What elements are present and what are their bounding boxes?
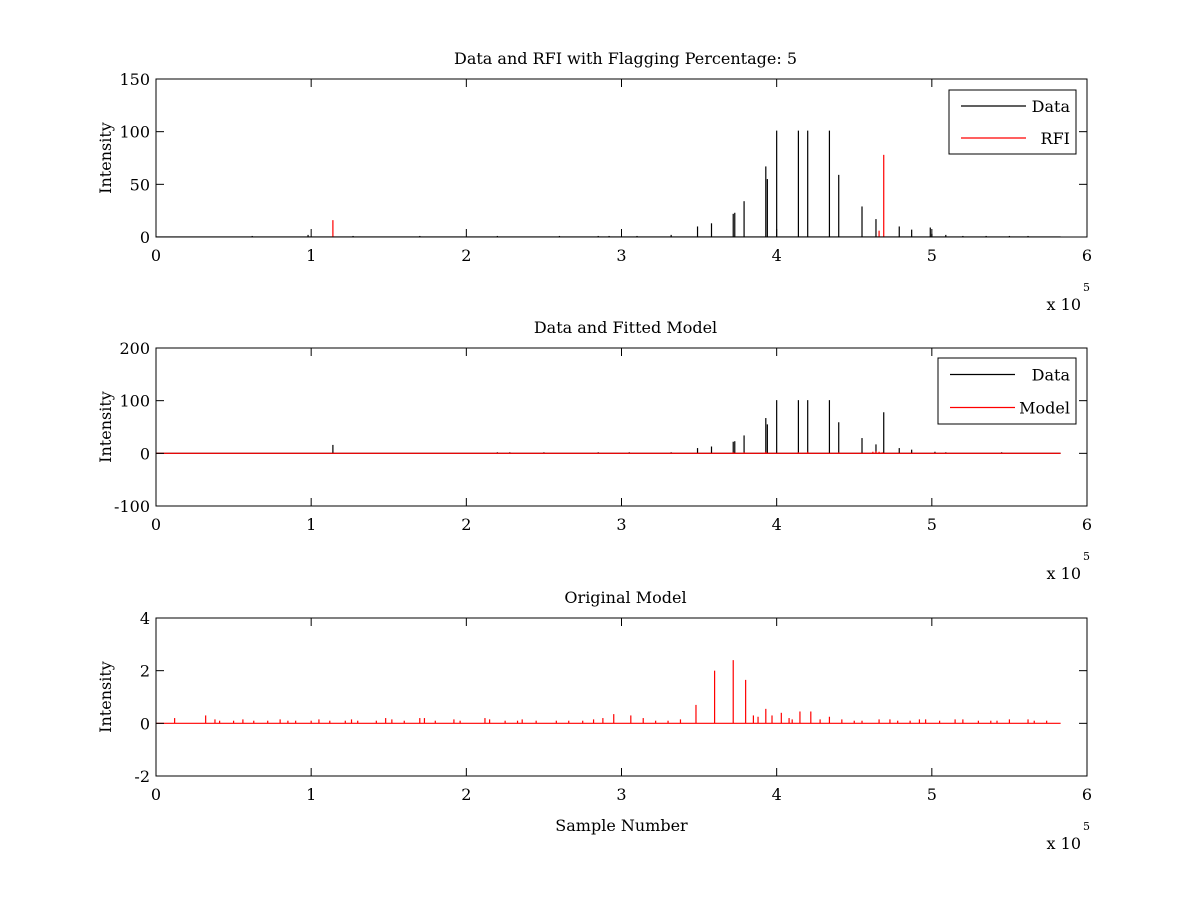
chart-title: Data and RFI with Flagging Percentage: 5 — [454, 49, 797, 68]
series-group — [156, 130, 1061, 237]
legend-box — [937, 357, 1077, 425]
x-tick-label: 6 — [1082, 515, 1092, 534]
legend: Data Model — [937, 357, 1077, 425]
y-tick-label: 100 — [119, 123, 150, 142]
y-tick-label: 150 — [119, 70, 150, 89]
series-group — [156, 400, 1061, 454]
x-tick-label: 5 — [927, 515, 937, 534]
x-tick-label: 4 — [772, 246, 782, 265]
x-tick-label: 4 — [772, 785, 782, 804]
x-tick-label: 0 — [151, 246, 161, 265]
legend: Data RFI — [948, 89, 1077, 155]
chart-title: Original Model — [564, 588, 686, 607]
x-multiplier-label: x 10 — [1047, 295, 1081, 314]
x-multiplier-exponent: 5 — [1083, 550, 1090, 563]
y-axis-label: Intensity — [96, 122, 115, 194]
x-tick-label: 1 — [306, 515, 316, 534]
legend-box — [948, 89, 1077, 155]
x-multiplier-exponent: 5 — [1083, 281, 1090, 294]
x-multiplier-label: x 10 — [1047, 834, 1081, 853]
x-tick-label: 6 — [1082, 246, 1092, 265]
x-tick-label: 0 — [151, 785, 161, 804]
y-tick-label: 2 — [140, 662, 150, 681]
y-tick-label: -100 — [114, 497, 150, 516]
y-tick-label: 4 — [140, 609, 150, 628]
x-tick-label: 2 — [461, 246, 471, 265]
x-axis-label: Sample Number — [555, 816, 688, 835]
panel-rfi: 0 1 2 3 4 5 6 0 50 100 150 Data and RFI with Flaggi… — [96, 49, 1092, 314]
y-tick-label: 0 — [140, 444, 150, 463]
plot-area — [156, 618, 1087, 776]
y-axis-label: Intensity — [96, 661, 115, 733]
y-tick-label: -2 — [134, 767, 150, 786]
x-tick-label: 3 — [616, 785, 626, 804]
x-tick-label: 1 — [306, 785, 316, 804]
plot-area — [156, 348, 1087, 506]
y-tick-label: 200 — [119, 339, 150, 358]
x-tick-label: 1 — [306, 246, 316, 265]
legend-label: Data — [1032, 97, 1071, 116]
x-multiplier-exponent: 5 — [1083, 820, 1090, 833]
y-tick-label: 100 — [119, 392, 150, 411]
series-group — [156, 660, 1061, 724]
x-tick-label: 6 — [1082, 785, 1092, 804]
chart-title: Data and Fitted Model — [534, 318, 717, 337]
plot-area — [156, 79, 1087, 237]
x-tick-label: 0 — [151, 515, 161, 534]
legend-label: RFI — [1041, 129, 1070, 148]
x-tick-label: 3 — [616, 246, 626, 265]
y-tick-label: 0 — [140, 228, 150, 247]
x-tick-label: 3 — [616, 515, 626, 534]
x-multiplier-label: x 10 — [1047, 564, 1081, 583]
x-tick-label: 4 — [772, 515, 782, 534]
x-tick-label: 2 — [461, 515, 471, 534]
x-tick-label: 5 — [927, 246, 937, 265]
x-tick-label: 5 — [927, 785, 937, 804]
y-tick-label: 50 — [130, 175, 150, 194]
y-tick-label: 0 — [140, 714, 150, 733]
legend-label: Data — [1032, 366, 1071, 385]
x-tick-label: 2 — [461, 785, 471, 804]
legend-label: Model — [1019, 399, 1070, 418]
y-axis-label: Intensity — [96, 391, 115, 463]
